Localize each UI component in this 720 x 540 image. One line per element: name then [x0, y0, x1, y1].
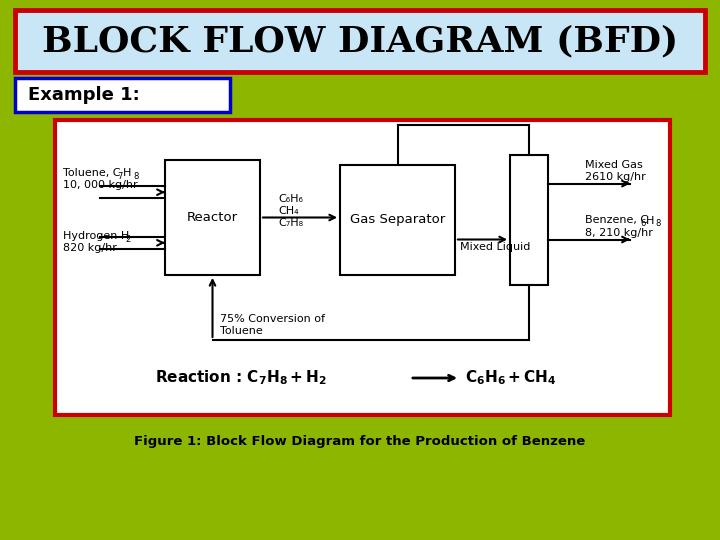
Text: 2610 kg/hr: 2610 kg/hr [585, 172, 646, 181]
Bar [165, 160, 260, 275]
Text: $\mathregular{C_6H_6 + CH_4}$: $\mathregular{C_6H_6 + CH_4}$ [465, 369, 557, 387]
Text: C₇H₈: C₇H₈ [278, 218, 303, 227]
Text: Example 1:: Example 1: [28, 86, 140, 104]
Bar [15, 10, 705, 72]
Text: 8: 8 [133, 172, 138, 181]
Text: 10, 000 kg/hr: 10, 000 kg/hr [63, 180, 138, 190]
Text: Mixed Gas: Mixed Gas [585, 160, 643, 170]
Text: 8, 210 kg/hr: 8, 210 kg/hr [585, 227, 653, 238]
Text: 7: 7 [117, 172, 122, 181]
Bar [340, 165, 455, 275]
Bar [15, 78, 230, 112]
Text: 2: 2 [125, 235, 130, 244]
Text: Toluene, C: Toluene, C [63, 168, 120, 178]
Text: Gas Separator: Gas Separator [350, 213, 445, 226]
Text: 6: 6 [640, 219, 645, 228]
Text: Reactor: Reactor [187, 211, 238, 224]
Text: H: H [123, 168, 131, 178]
Text: Hydrogen H: Hydrogen H [63, 231, 130, 241]
Text: C₆H₆: C₆H₆ [278, 193, 303, 204]
Text: 8: 8 [655, 219, 660, 228]
Text: Reaction : $\mathregular{C_7H_8 + H_2}$: Reaction : $\mathregular{C_7H_8 + H_2}$ [155, 369, 327, 387]
Bar [510, 155, 548, 285]
Text: Benzene, C: Benzene, C [585, 215, 648, 226]
Text: 820 kg/hr: 820 kg/hr [63, 243, 117, 253]
Text: BLOCK FLOW DIAGRAM (BFD): BLOCK FLOW DIAGRAM (BFD) [42, 24, 678, 58]
Text: H: H [646, 215, 654, 226]
Text: CH₄: CH₄ [278, 206, 299, 215]
Text: Mixed Liquid: Mixed Liquid [460, 241, 531, 252]
Text: 75% Conversion of
Toluene: 75% Conversion of Toluene [220, 314, 325, 336]
Bar [55, 120, 670, 415]
Text: Figure 1: Block Flow Diagram for the Production of Benzene: Figure 1: Block Flow Diagram for the Pro… [135, 435, 585, 449]
